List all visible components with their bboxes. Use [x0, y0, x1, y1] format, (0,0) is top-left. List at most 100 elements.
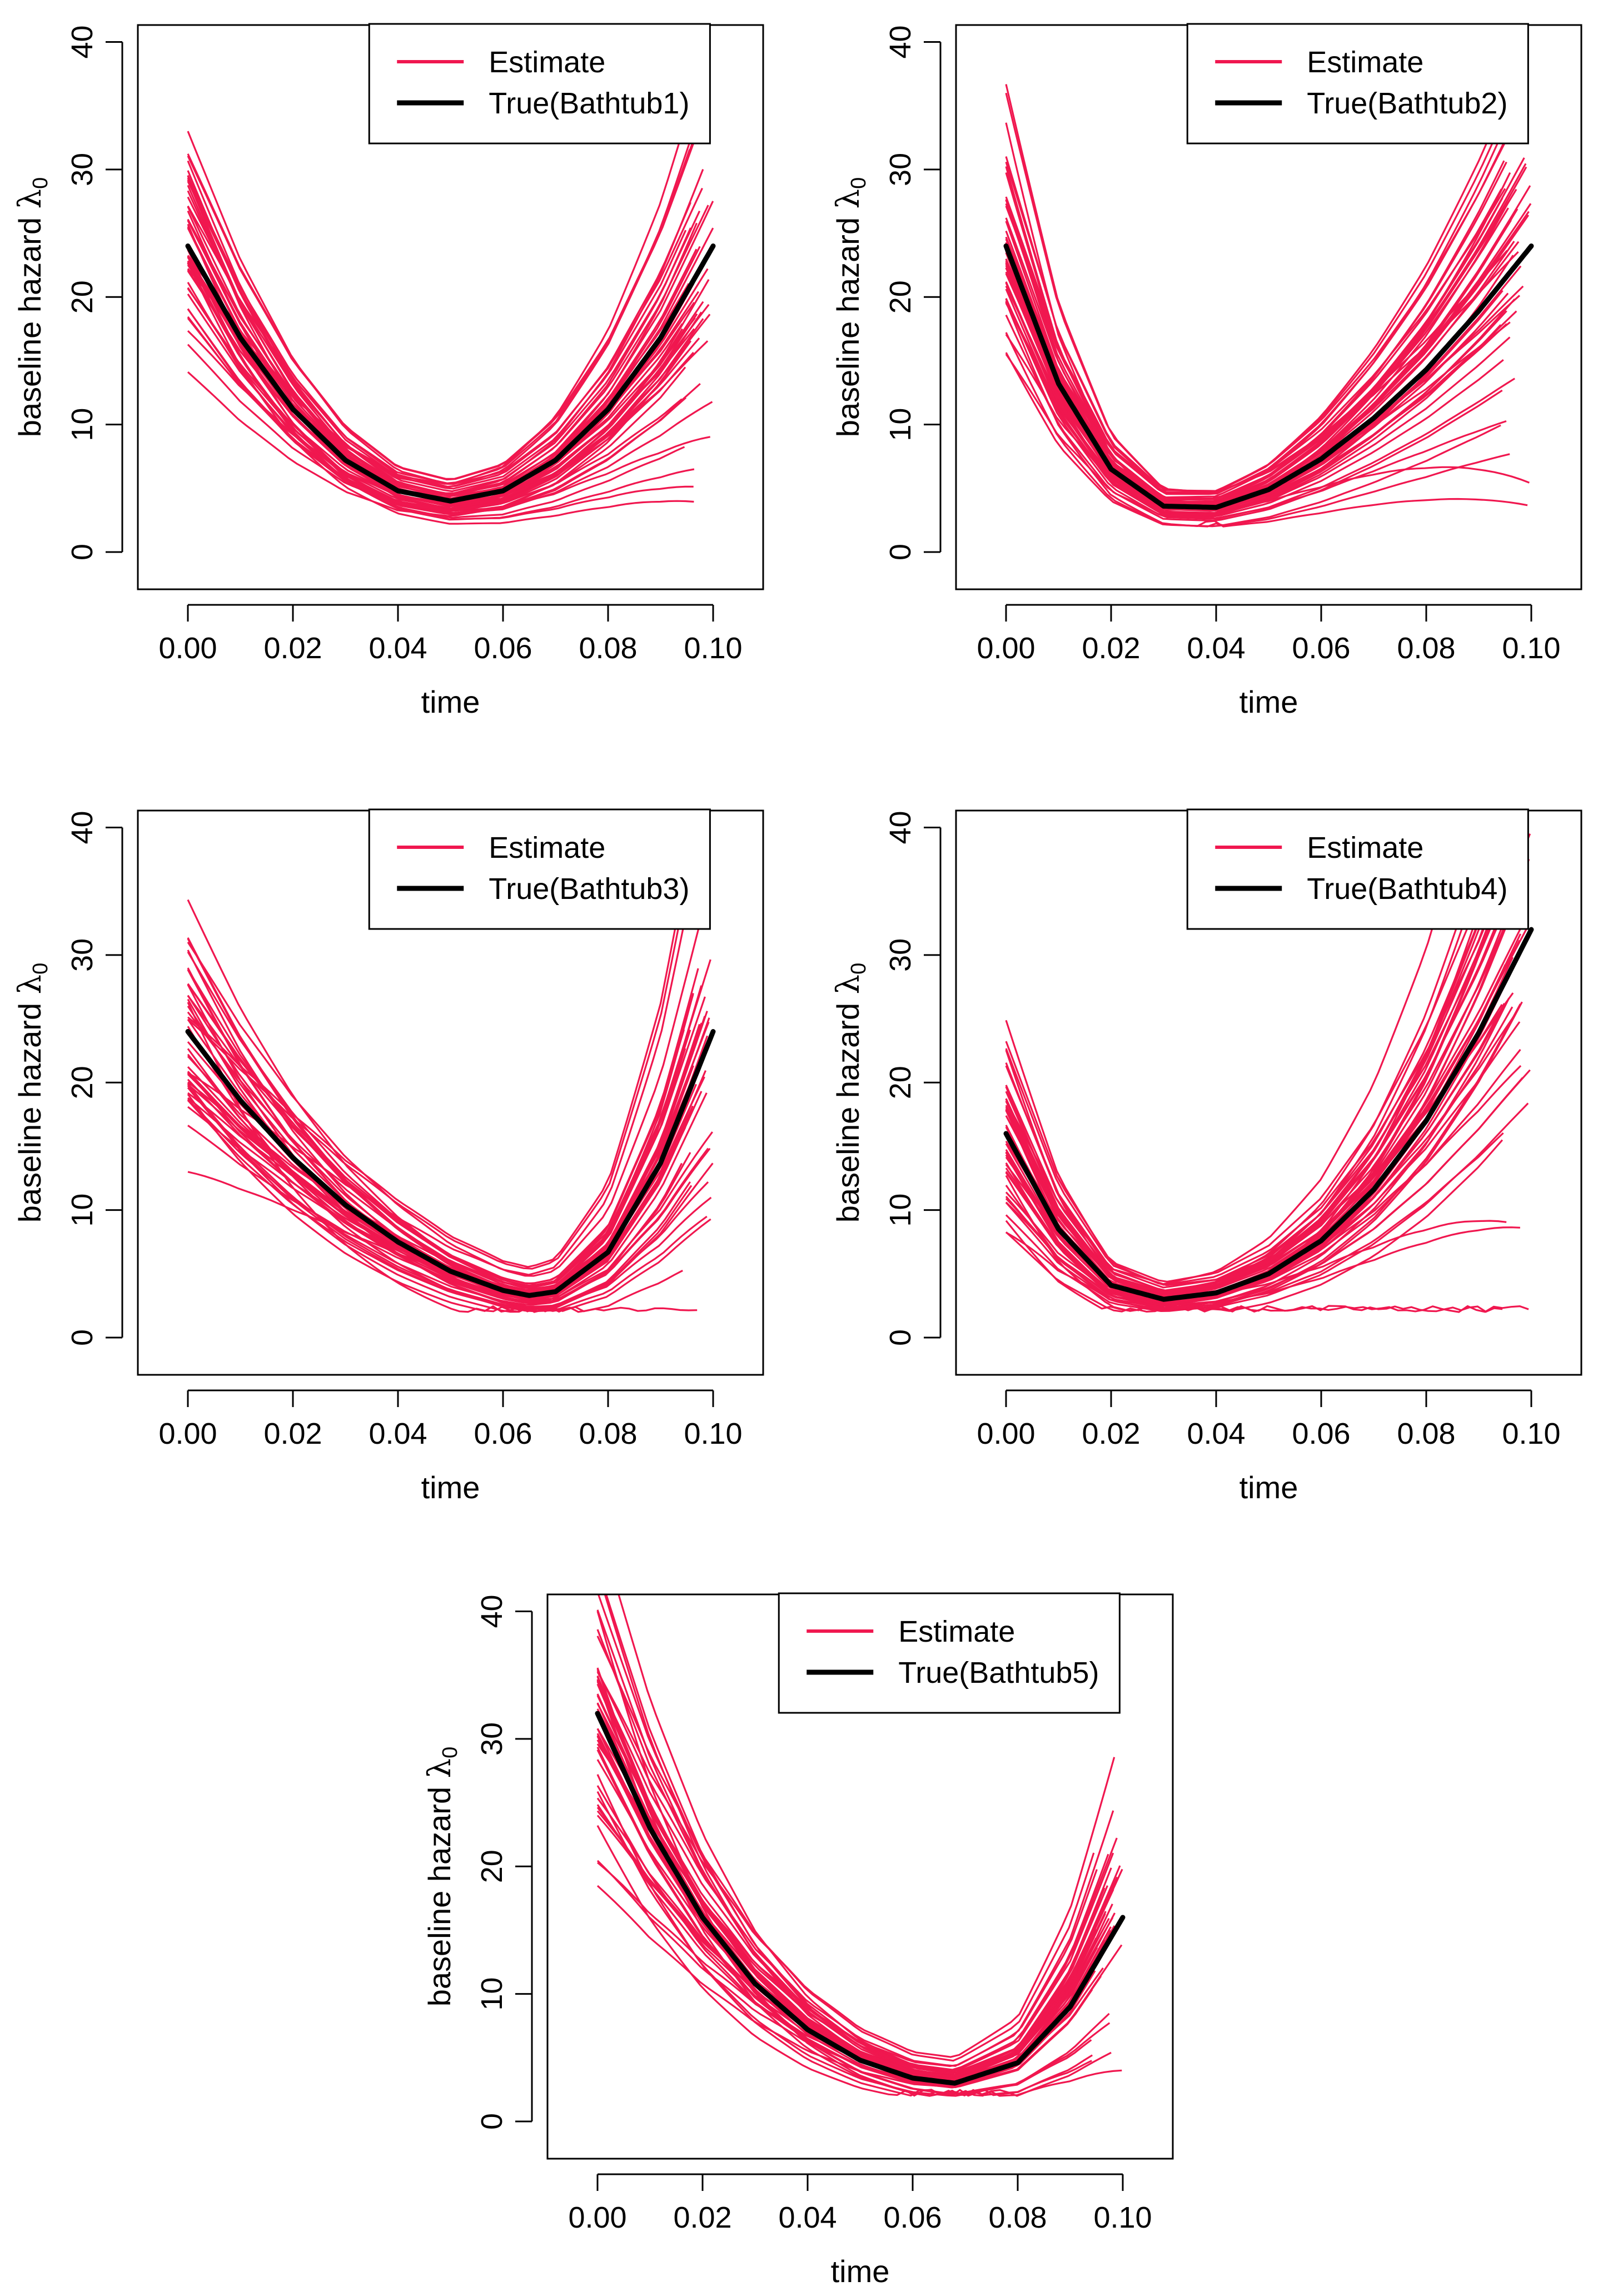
- y-axis-label: baseline hazard λ0: [422, 1747, 462, 2007]
- estimate-curves: [1005, 811, 1531, 1313]
- estimate-curve: [1005, 879, 1516, 1294]
- estimate-curve: [187, 967, 711, 1303]
- y-tick-label: 40: [884, 25, 917, 58]
- y-tick-label: 0: [884, 544, 917, 560]
- legend-box: [368, 23, 711, 145]
- estimate-curve: [187, 132, 694, 488]
- legend-label: Estimate: [1307, 831, 1423, 864]
- x-axis: 0.00 0.02 0.04 0.06 0.08 0.10 time: [568, 2173, 1152, 2289]
- estimate-curve: [187, 110, 705, 480]
- x-tick-label: 0.00: [568, 2201, 626, 2234]
- estimate-curve: [187, 205, 709, 495]
- y-axis-label: baseline hazard λ0: [830, 963, 870, 1223]
- y-tick-label: 30: [66, 938, 99, 972]
- y-axis-label: baseline hazard λ0: [12, 963, 52, 1223]
- estimate-curve: [187, 125, 685, 485]
- x-axis-label: time: [831, 2254, 890, 2289]
- estimate-curve: [187, 897, 708, 1277]
- y-tick-label: 20: [884, 1066, 917, 1099]
- x-tick-label: 0.00: [977, 1417, 1035, 1450]
- estimate-curve: [1005, 847, 1514, 1294]
- y-axis-label-symbol: λ: [830, 189, 867, 209]
- x-tick-label: 0.00: [158, 1417, 217, 1450]
- estimate-curve: [187, 210, 683, 510]
- x-tick-label: 0.10: [684, 1417, 742, 1450]
- x-tick-label: 0.04: [369, 632, 427, 665]
- estimate-curves: [1005, 83, 1532, 528]
- estimate-curve: [1005, 879, 1505, 1286]
- legend: Estimate True(Bathtub1): [368, 23, 711, 145]
- legend: Estimate True(Bathtub5): [778, 1592, 1121, 1714]
- estimate-curve: [1005, 992, 1514, 1286]
- legend-label: True(Bathtub5): [898, 1656, 1099, 1689]
- x-axis-label: time: [1239, 684, 1298, 719]
- panel-bathtub2: 0.00 0.02 0.04 0.06 0.08 0.10 time 0 10 20 30 40 bas…: [830, 23, 1582, 719]
- x-axis-label: time: [421, 1470, 480, 1505]
- y-axis-label-text: baseline hazard: [12, 208, 47, 437]
- estimate-curve: [1005, 166, 1527, 505]
- x-tick-label: 0.08: [579, 1417, 637, 1450]
- x-tick-label: 0.06: [474, 1417, 532, 1450]
- estimate-curve: [1005, 161, 1507, 501]
- y-tick-label: 30: [884, 153, 917, 186]
- estimate-curve: [187, 281, 701, 515]
- x-tick-label: 0.06: [474, 632, 532, 665]
- x-tick-label: 0.06: [1292, 632, 1350, 665]
- y-axis-label-symbol: λ: [12, 189, 48, 209]
- estimate-curve: [1005, 352, 1501, 528]
- y-axis-label-symbol: λ: [830, 975, 867, 995]
- estimate-curve: [187, 968, 699, 1288]
- legend-label: Estimate: [489, 46, 605, 79]
- x-tick-label: 0.08: [988, 2201, 1047, 2234]
- estimate-curve: [1005, 1175, 1503, 1313]
- x-tick-label: 0.04: [778, 2201, 837, 2234]
- estimate-curve: [187, 223, 694, 520]
- estimate-curve: [187, 811, 703, 1270]
- x-tick-label: 0.08: [1397, 1417, 1455, 1450]
- estimate-curve: [187, 959, 711, 1287]
- y-tick-label: 10: [884, 1194, 917, 1227]
- x-axis: 0.00 0.02 0.04 0.06 0.08 0.10 time: [977, 1389, 1561, 1505]
- true-curve: [185, 1029, 716, 1298]
- estimate-curve: [596, 1702, 1094, 2083]
- estimate-curve: [187, 262, 694, 525]
- legend-label: Estimate: [898, 1615, 1015, 1648]
- y-tick-label: 30: [884, 938, 917, 972]
- x-tick-label: 0.02: [673, 2201, 731, 2234]
- y-tick-label: 40: [66, 811, 99, 844]
- estimate-curve: [596, 1743, 1114, 2068]
- y-axis-label: baseline hazard λ0: [830, 177, 870, 438]
- y-axis-label-subscript: 0: [29, 963, 52, 975]
- y-tick-label: 20: [66, 280, 99, 314]
- estimate-curve: [1005, 315, 1503, 522]
- estimate-curve: [596, 1785, 1096, 2088]
- estimate-curve: [187, 287, 698, 509]
- panel-bathtub3: 0.00 0.02 0.04 0.06 0.08 0.10 time 0 10 20 30 40 bas…: [12, 808, 764, 1505]
- estimate-curve: [1005, 1220, 1529, 1313]
- x-tick-label: 0.02: [263, 1417, 322, 1450]
- estimate-curve: [1005, 811, 1495, 1293]
- y-tick-label: 0: [475, 2113, 509, 2130]
- legend-label: True(Bathtub1): [489, 87, 689, 120]
- x-axis: 0.00 0.02 0.04 0.06 0.08 0.10 time: [158, 604, 743, 719]
- x-tick-label: 0.10: [684, 632, 742, 665]
- panel-bathtub4: 0.00 0.02 0.04 0.06 0.08 0.10 time 0 10 20 30 40 bas…: [830, 808, 1582, 1505]
- x-tick-label: 0.10: [1093, 2201, 1152, 2234]
- estimate-curve: [1005, 188, 1517, 500]
- estimate-curve: [187, 1011, 691, 1289]
- x-tick-label: 0.08: [1397, 632, 1455, 665]
- estimate-curve: [187, 1094, 683, 1313]
- y-tick-label: 30: [66, 153, 99, 186]
- estimate-curve: [1005, 833, 1531, 1289]
- y-axis-label-text: baseline hazard: [830, 208, 865, 437]
- true-curve: [185, 243, 716, 504]
- estimate-curve: [596, 1693, 1097, 2080]
- y-axis-label-symbol: λ: [12, 975, 48, 995]
- y-tick-label: 20: [66, 1066, 99, 1099]
- estimate-curve: [1005, 811, 1467, 1285]
- x-tick-label: 0.06: [1292, 1417, 1350, 1450]
